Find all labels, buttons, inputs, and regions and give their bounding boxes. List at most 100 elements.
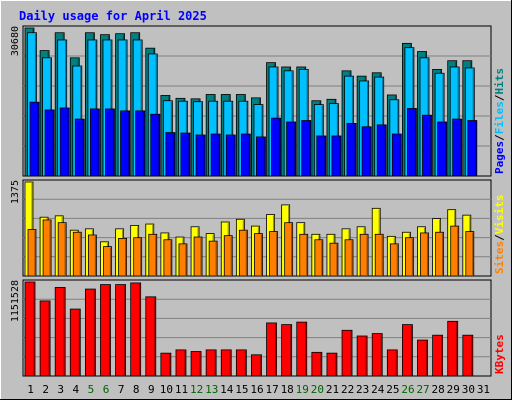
- bar-sites-day-undefined: [329, 242, 339, 277]
- bar-sites-day-undefined: [208, 240, 218, 277]
- bar-kbytes-day-undefined: [462, 334, 474, 377]
- bar-pages-day-27: [422, 114, 432, 177]
- x-tick-label-day-21: 21: [326, 383, 339, 396]
- bar-pages-day-18: [286, 121, 297, 177]
- bar-pages-day-11: [180, 132, 191, 177]
- bar-pages-day-17: [271, 117, 281, 177]
- x-tick-label-day-1: 1: [27, 383, 34, 396]
- legend-visits-sites: Sites/Visits: [493, 195, 506, 275]
- bar-pages-day-19: [301, 120, 312, 177]
- x-tick-label-day-30: 30: [462, 383, 475, 396]
- bar-kbytes-day-undefined: [84, 288, 96, 377]
- bar-pages-day-16: [256, 136, 266, 177]
- bar-sites-day-undefined: [450, 225, 460, 277]
- bar-sites-day-undefined: [284, 222, 294, 277]
- bar-sites-day-undefined: [72, 231, 82, 277]
- y-max-label-hits-files-pages: 30680: [10, 26, 21, 56]
- x-tick-label-day-22: 22: [341, 383, 354, 396]
- bar-pages-day-3: [59, 107, 70, 177]
- bar-pages-day-7: [120, 110, 130, 177]
- bar-pages-day-15: [240, 133, 251, 177]
- legend-separator: /: [493, 94, 506, 101]
- bar-kbytes-day-undefined: [175, 349, 187, 377]
- x-tick-label-day-2: 2: [42, 383, 49, 396]
- x-tick-label-day-24: 24: [371, 383, 385, 396]
- bar-kbytes-day-undefined: [281, 324, 293, 377]
- bar-sites-day-undefined: [148, 233, 158, 277]
- bar-sites-day-undefined: [420, 232, 429, 277]
- bar-sites-day-undefined: [133, 237, 143, 277]
- bar-kbytes-day-undefined: [447, 320, 459, 377]
- x-tick-label-day-10: 10: [160, 383, 173, 396]
- bar-kbytes-day-undefined: [100, 284, 111, 377]
- legend-separator: /: [493, 234, 506, 241]
- bar-pages-day-5: [89, 108, 100, 177]
- bar-kbytes-day-undefined: [326, 352, 338, 377]
- bar-sites-day-undefined: [193, 236, 203, 277]
- x-tick-label-day-5: 5: [88, 383, 95, 396]
- bar-sites-day-undefined: [344, 239, 354, 277]
- bar-kbytes-day-undefined: [205, 349, 217, 377]
- bar-pages-day-10: [165, 132, 176, 177]
- x-tick-label-day-25: 25: [386, 383, 399, 396]
- bar-pages-day-2: [44, 109, 55, 177]
- bar-pages-day-24: [376, 124, 387, 177]
- bar-sites-day-undefined: [389, 243, 399, 277]
- bar-sites-day-undefined: [269, 231, 278, 277]
- chart-title: Daily usage for April 2025: [19, 9, 207, 23]
- legend-separator: /: [493, 134, 506, 141]
- x-tick-label-day-12: 12: [190, 383, 203, 396]
- bar-kbytes-day-undefined: [251, 354, 262, 377]
- bar-kbytes-day-undefined: [417, 339, 428, 377]
- bar-sites-day-undefined: [103, 246, 112, 277]
- bar-pages-day-28: [437, 121, 448, 177]
- bar-sites-day-undefined: [405, 237, 414, 277]
- x-tick-label-day-7: 7: [118, 383, 125, 396]
- bar-pages-day-22: [346, 123, 357, 177]
- x-tick-label-day-23: 23: [356, 383, 369, 396]
- bar-kbytes-day-undefined: [145, 296, 157, 377]
- y-max-label-visits-sites: 1375: [10, 180, 21, 204]
- panel-kbytes: 1151528 KBytes: [10, 279, 506, 377]
- bar-sites-day-undefined: [178, 243, 188, 277]
- bar-pages-day-12: [195, 134, 206, 177]
- bar-sites-day-undefined: [465, 231, 475, 277]
- bar-sites-day-undefined: [238, 229, 248, 277]
- bar-pages-day-30: [467, 120, 478, 177]
- bar-pages-day-21: [331, 135, 342, 177]
- bar-pages-day-1: [29, 101, 40, 177]
- legend-visits: Visits: [493, 195, 506, 235]
- x-tick-label-day-9: 9: [148, 383, 155, 396]
- bar-kbytes-day-undefined: [54, 287, 66, 377]
- bar-kbytes-day-undefined: [371, 333, 383, 377]
- bar-pages-day-8: [135, 110, 146, 177]
- x-tick-label-day-15: 15: [235, 383, 248, 396]
- bar-kbytes-day-undefined: [432, 334, 444, 377]
- x-tick-label-day-14: 14: [220, 383, 234, 396]
- bar-sites-day-undefined: [87, 234, 97, 277]
- bar-kbytes-day-undefined: [160, 352, 172, 377]
- bar-pages-day-26: [407, 108, 417, 177]
- x-tick-label-day-31: 31: [477, 383, 490, 396]
- x-tick-label-day-19: 19: [296, 383, 309, 396]
- bar-sites-day-undefined: [27, 229, 37, 277]
- bar-kbytes-day-undefined: [24, 281, 36, 377]
- legend-files: Files: [493, 101, 506, 134]
- bar-kbytes-day-undefined: [402, 324, 413, 377]
- x-tick-label-day-28: 28: [432, 383, 445, 396]
- bar-sites-day-undefined: [359, 233, 369, 277]
- bar-kbytes-day-undefined: [130, 282, 142, 377]
- x-tick-label-day-26: 26: [401, 383, 414, 396]
- x-tick-label-day-27: 27: [416, 383, 429, 396]
- x-tick-label-day-18: 18: [281, 383, 294, 396]
- x-tick-label-day-3: 3: [57, 383, 64, 396]
- bar-kbytes-day-undefined: [69, 308, 81, 377]
- bar-kbytes-day-undefined: [39, 300, 51, 377]
- x-tick-label-day-6: 6: [103, 383, 110, 396]
- x-tick-label-day-13: 13: [205, 383, 218, 396]
- bar-sites-day-undefined: [42, 219, 52, 277]
- y-max-label-kbytes: 1151528: [10, 280, 21, 322]
- bar-pages-day-29: [452, 118, 463, 177]
- legend-kbytes: KBytes: [493, 334, 506, 374]
